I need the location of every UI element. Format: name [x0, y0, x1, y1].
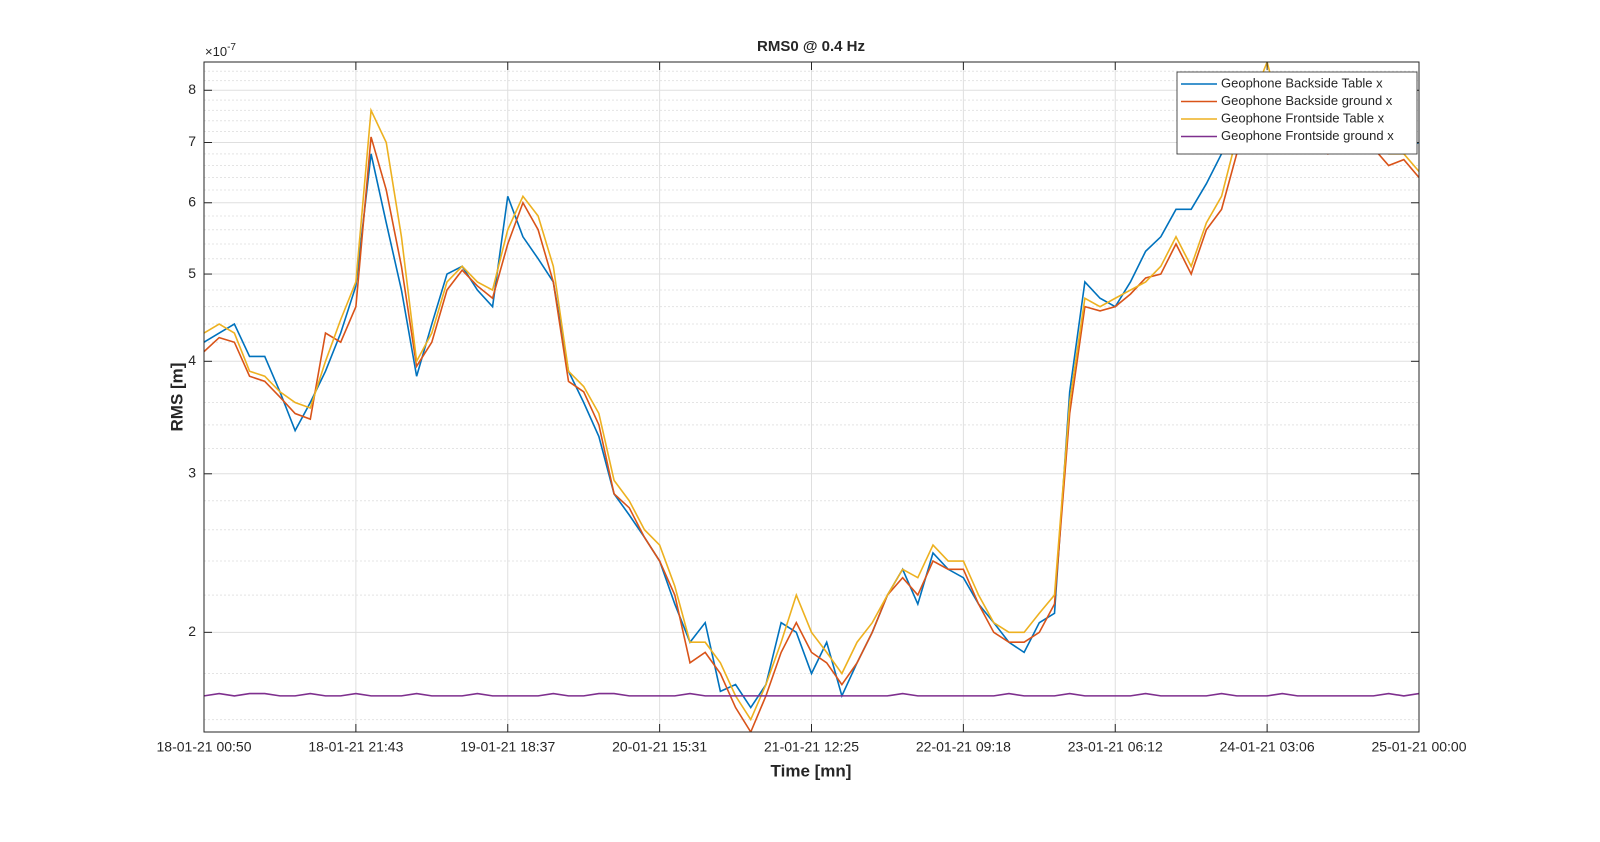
- y-axis-label: RMS [m]: [167, 363, 186, 432]
- series-line: [204, 692, 1419, 697]
- legend-label: Geophone Frontside ground x: [1221, 128, 1394, 143]
- chart-title: RMS0 @ 0.4 Hz: [757, 38, 865, 55]
- legend-box: [1176, 71, 1418, 155]
- series-line: [204, 136, 1419, 732]
- x-tick-label: 23-01-21 06:12: [1068, 739, 1163, 755]
- x-axis-label: Time [mn]: [771, 761, 852, 780]
- series-lines: [204, 62, 1419, 732]
- y-tick-label: 4: [188, 352, 196, 368]
- y-tick-label: 7: [188, 133, 196, 149]
- legend: Geophone Backside Table x Geophone Backsi…: [1176, 71, 1418, 155]
- y-exponent-base: ×10: [205, 44, 227, 59]
- x-tick-label: 21-01-21 12:25: [764, 739, 859, 755]
- y-tick-label: 6: [188, 193, 196, 209]
- x-tick-label: 24-01-21 03:06: [1220, 739, 1315, 755]
- x-tick-label: 25-01-21 00:00: [1372, 739, 1467, 755]
- legend-label: Geophone Backside Table x: [1221, 75, 1383, 90]
- x-tick-label: 18-01-21 00:50: [157, 739, 252, 755]
- legend-label: Geophone Frontside Table x: [1221, 110, 1385, 125]
- y-tick-label: 3: [188, 464, 196, 480]
- legend-label: Geophone Backside ground x: [1221, 93, 1393, 108]
- series-line: [204, 62, 1419, 722]
- y-exponent: ×10-7: [205, 42, 236, 60]
- y-tick-label: 8: [188, 81, 196, 97]
- y-tick-label: 5: [188, 265, 196, 281]
- x-tick-label: 18-01-21 21:43: [308, 739, 403, 755]
- ticks: 2 3 4 5 6 7 8 18-01-21 00:50 18-01-21 21:43 19-01…: [157, 62, 1467, 755]
- series-line: [204, 109, 1419, 710]
- y-exponent-power: -7: [227, 42, 236, 53]
- x-tick-label: 20-01-21 15:31: [612, 739, 707, 755]
- x-tick-label: 19-01-21 18:37: [460, 739, 555, 755]
- y-tick-label: 2: [188, 623, 196, 639]
- x-tick-label: 22-01-21 09:18: [916, 739, 1011, 755]
